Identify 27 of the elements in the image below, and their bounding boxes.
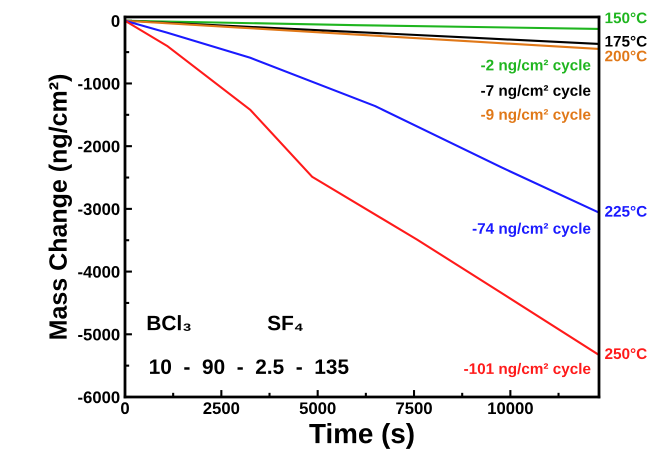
annotation: SF₄	[268, 316, 303, 331]
y-tick-label: -2000	[78, 140, 120, 152]
series-label: 200°C	[605, 50, 647, 62]
y-axis-title: Mass Change (ng/cm²)	[48, 74, 72, 339]
y-tick-label: -5000	[78, 328, 120, 340]
x-axis-title: Time (s)	[309, 422, 414, 449]
annotation: -2 ng/cm² cycle	[481, 59, 590, 74]
series-label: 150°C	[606, 12, 647, 24]
annotation: BCl₃	[148, 315, 191, 331]
y-tick-label: -4000	[78, 266, 120, 278]
y-tick-label: -6000	[78, 391, 120, 404]
annotation: -101 ng/cm² cycle	[464, 362, 590, 378]
y-tick-label: 0	[112, 15, 120, 27]
annotation: -9 ng/cm² cycle	[481, 108, 590, 123]
annotation: 10 - 90 - 2.5 - 135	[150, 359, 348, 374]
x-tick-label: 10000	[488, 402, 533, 414]
annotation: -7 ng/cm² cycle	[481, 84, 590, 100]
y-tick-label: -3000	[78, 203, 120, 216]
x-tick-label: 7500	[396, 402, 432, 414]
series-label: 250°C	[605, 348, 647, 360]
y-tick-label: -1000	[78, 78, 120, 90]
annotation: -74 ng/cm² cycle	[472, 222, 590, 237]
x-tick-label: 2500	[203, 402, 240, 414]
x-tick-label: 5000	[300, 402, 336, 414]
x-tick-label: 0	[121, 402, 129, 414]
series-label: 225°C	[605, 206, 647, 217]
series-label: 175°C	[606, 36, 647, 47]
